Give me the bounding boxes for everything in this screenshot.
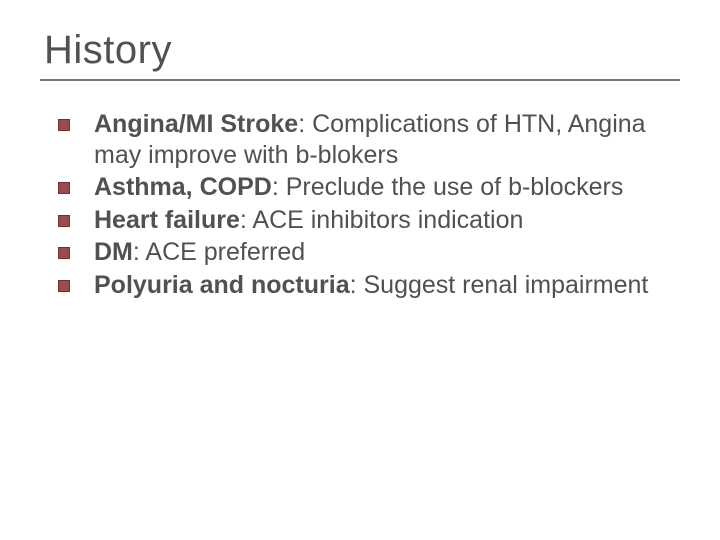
- list-item-text: DM: ACE preferred: [94, 237, 305, 268]
- list-item-text: Polyuria and nocturia: Suggest renal imp…: [94, 270, 648, 301]
- list-item: DM: ACE preferred: [58, 237, 676, 268]
- list-item-term: DM: [94, 238, 133, 266]
- list-item: Heart failure: ACE inhibitors indication: [58, 205, 676, 236]
- square-bullet-icon: [58, 119, 70, 131]
- list-item-term: Heart failure: [94, 206, 240, 234]
- slide-title: History: [44, 28, 684, 73]
- list-item-desc: : Preclude the use of b-blockers: [272, 173, 624, 201]
- slide-body: Angina/MI Stroke: Complications of HTN, …: [44, 109, 684, 300]
- list-item-term: Angina/MI Stroke: [94, 110, 298, 138]
- list-item-text: Asthma, COPD: Preclude the use of b-bloc…: [94, 172, 623, 203]
- square-bullet-icon: [58, 182, 70, 194]
- list-item-text: Heart failure: ACE inhibitors indication: [94, 205, 523, 236]
- list-item: Angina/MI Stroke: Complications of HTN, …: [58, 109, 676, 170]
- list-item-term: Polyuria and nocturia: [94, 271, 350, 299]
- list-item-term: Asthma, COPD: [94, 173, 272, 201]
- list-item-desc: : ACE inhibitors indication: [240, 206, 523, 234]
- list-item: Asthma, COPD: Preclude the use of b-bloc…: [58, 172, 676, 203]
- list-item-desc: : Suggest renal impairment: [350, 271, 649, 299]
- list-item: Polyuria and nocturia: Suggest renal imp…: [58, 270, 676, 301]
- square-bullet-icon: [58, 247, 70, 259]
- list-item-text: Angina/MI Stroke: Complications of HTN, …: [94, 109, 676, 170]
- slide: History Angina/MI Stroke: Complications …: [0, 0, 720, 540]
- square-bullet-icon: [58, 215, 70, 227]
- square-bullet-icon: [58, 280, 70, 292]
- list-item-desc: : ACE preferred: [133, 238, 305, 266]
- title-divider: [40, 79, 680, 81]
